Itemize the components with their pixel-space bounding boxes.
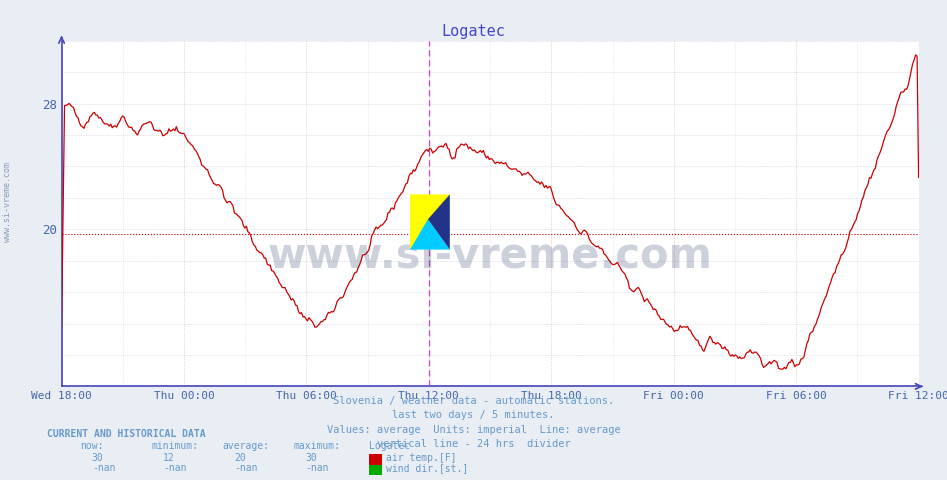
Text: CURRENT AND HISTORICAL DATA: CURRENT AND HISTORICAL DATA (47, 429, 206, 439)
Text: vertical line - 24 hrs  divider: vertical line - 24 hrs divider (377, 439, 570, 449)
Text: average:: average: (223, 441, 270, 451)
Polygon shape (410, 194, 450, 250)
Text: wind dir.[st.]: wind dir.[st.] (386, 463, 469, 473)
Text: 30: 30 (305, 453, 316, 463)
Text: -nan: -nan (163, 463, 187, 473)
Polygon shape (410, 219, 450, 250)
Text: Values: average  Units: imperial  Line: average: Values: average Units: imperial Line: av… (327, 425, 620, 435)
Text: 12: 12 (163, 453, 174, 463)
Text: 20: 20 (234, 453, 245, 463)
Text: -nan: -nan (305, 463, 329, 473)
Text: air temp.[F]: air temp.[F] (386, 453, 456, 463)
Text: last two days / 5 minutes.: last two days / 5 minutes. (392, 410, 555, 420)
Polygon shape (428, 194, 450, 250)
Text: 30: 30 (92, 453, 103, 463)
Text: Logatec: Logatec (441, 24, 506, 39)
Text: -nan: -nan (234, 463, 258, 473)
Text: -nan: -nan (92, 463, 116, 473)
Text: Logatec: Logatec (369, 441, 410, 451)
Text: www.si-vreme.com: www.si-vreme.com (268, 234, 712, 276)
Text: www.si-vreme.com: www.si-vreme.com (3, 162, 12, 241)
Text: maximum:: maximum: (294, 441, 341, 451)
Text: now:: now: (80, 441, 104, 451)
Text: Slovenia / weather data - automatic stations.: Slovenia / weather data - automatic stat… (333, 396, 614, 406)
Text: minimum:: minimum: (152, 441, 199, 451)
